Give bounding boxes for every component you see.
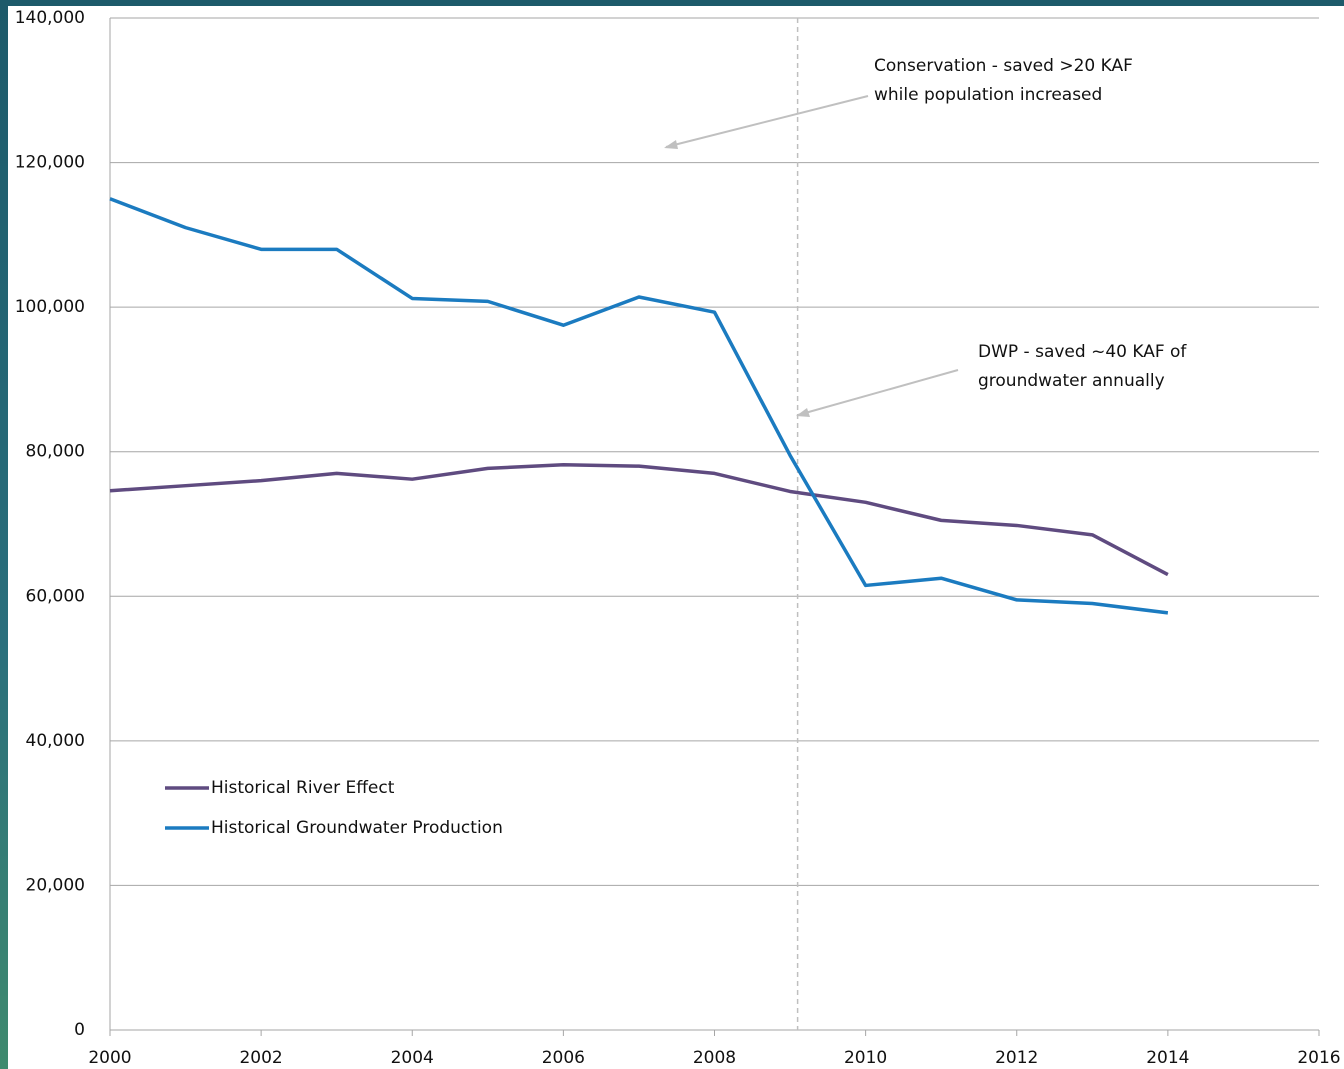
x-tick-label: 2004 (391, 1048, 434, 1068)
x-tick-label: 2012 (995, 1048, 1038, 1068)
x-tick-label: 2008 (693, 1048, 736, 1068)
annotation-arrow (665, 95, 869, 148)
annotation-arrow (797, 369, 959, 416)
y-tick-label: 100,000 (15, 297, 85, 317)
x-tick-label: 2002 (239, 1048, 282, 1068)
legend-label: Historical River Effect (211, 778, 395, 798)
x-tick-label: 2014 (1146, 1048, 1189, 1068)
legend-label: Historical Groundwater Production (211, 818, 503, 838)
y-tick-label: 20,000 (26, 875, 85, 895)
series-line (109, 197, 1169, 615)
x-tick-label: 2016 (1297, 1048, 1340, 1068)
y-tick-label: 80,000 (26, 442, 85, 462)
annotation-text: DWP - saved ~40 KAF of (978, 342, 1187, 362)
y-tick-label: 0 (74, 1020, 85, 1040)
annotation-text: while population increased (874, 85, 1102, 105)
annotation-text: groundwater annually (978, 371, 1165, 391)
y-tick-label: 140,000 (15, 8, 85, 28)
x-tick-label: 2006 (542, 1048, 585, 1068)
x-tick-label: 2010 (844, 1048, 887, 1068)
y-tick-label: 120,000 (15, 153, 85, 173)
chart-background (8, 6, 1344, 1069)
y-tick-label: 40,000 (26, 731, 85, 751)
x-tick-label: 2000 (88, 1048, 131, 1068)
series-line (109, 462, 1169, 577)
annotation-arrowhead (664, 140, 678, 149)
y-tick-label: 60,000 (26, 586, 85, 606)
annotation-text: Conservation - saved >20 KAF (874, 56, 1133, 76)
annotation-arrowhead (796, 408, 810, 417)
